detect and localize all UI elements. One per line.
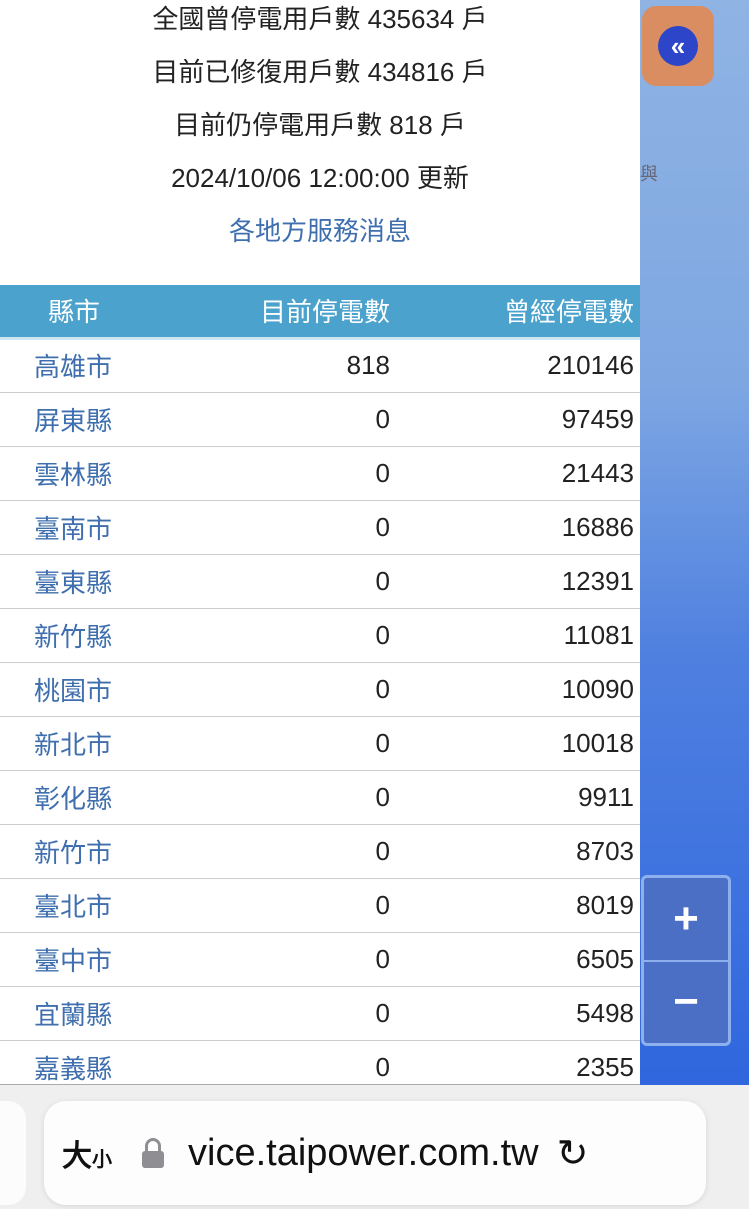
double-chevron-left-icon: «: [658, 26, 698, 66]
city-link[interactable]: 新竹縣: [0, 608, 180, 663]
address-bar[interactable]: 大小 vice.taipower.com.tw ↻: [44, 1101, 706, 1205]
previous-tab[interactable]: [0, 1101, 26, 1205]
ever-outage-cell: 6505: [390, 932, 640, 987]
restored-text: 目前已修復用戶數 434816 戶: [152, 57, 488, 87]
ever-outage-cell: 12391: [390, 554, 640, 609]
city-link[interactable]: 臺北市: [0, 878, 180, 933]
text-size-large: 大: [62, 1140, 92, 1173]
table-row: 新竹縣 0 11081: [0, 608, 640, 663]
outage-panel: 全國曾停電用戶數 435634 戶 目前已修復用戶數 434816 戶 目前仍停…: [0, 4, 640, 1085]
city-link[interactable]: 臺中市: [0, 932, 180, 987]
current-outage-text: 目前仍停電用戶數 818 戶: [174, 110, 466, 140]
map-label: 與: [640, 164, 658, 184]
table-row: 嘉義縣 0 2355: [0, 1040, 640, 1084]
city-link[interactable]: 嘉義縣: [0, 1040, 180, 1084]
city-link[interactable]: 臺東縣: [0, 554, 180, 609]
ever-outage-cell: 210146: [390, 338, 640, 393]
total-outage-text: 全國曾停電用戶數 435634 戶: [152, 4, 488, 34]
current-outage-cell: 0: [180, 500, 390, 555]
ever-outage-cell: 10090: [390, 662, 640, 717]
current-outage-cell: 0: [180, 554, 390, 609]
current-outage-cell: 0: [180, 986, 390, 1041]
header-city: 縣市: [0, 285, 180, 340]
service-news-link[interactable]: 各地方服務消息: [228, 216, 411, 246]
city-link[interactable]: 臺南市: [0, 500, 180, 555]
outage-table: 縣市 目前停電數 曾經停電數 高雄市 818 210146 屏東縣 0 97459 雲林縣 0…: [0, 285, 640, 1084]
current-outage-cell: 0: [180, 716, 390, 771]
text-size-button[interactable]: 大小: [62, 1131, 112, 1175]
current-outage-cell: 0: [180, 608, 390, 663]
table-row: 新北市 0 10018: [0, 716, 640, 771]
city-link[interactable]: 雲林縣: [0, 446, 180, 501]
current-outage-cell: 0: [180, 662, 390, 717]
table-row: 屏東縣 0 97459: [0, 392, 640, 447]
collapse-panel-button[interactable]: «: [642, 6, 714, 86]
browser-toolbar: 大小 vice.taipower.com.tw ↻: [0, 1085, 749, 1209]
ever-outage-cell: 97459: [390, 392, 640, 447]
table-row: 臺北市 0 8019: [0, 878, 640, 933]
city-link[interactable]: 彰化縣: [0, 770, 180, 825]
current-outage-cell: 0: [180, 824, 390, 879]
zoom-in-button[interactable]: +: [673, 894, 699, 943]
table-row: 臺東縣 0 12391: [0, 554, 640, 609]
reload-icon[interactable]: ↻: [556, 1132, 589, 1175]
table-row: 宜蘭縣 0 5498: [0, 986, 640, 1041]
url-text[interactable]: vice.taipower.com.tw: [188, 1131, 539, 1174]
ever-outage-cell: 8019: [390, 878, 640, 933]
ever-outage-cell: 21443: [390, 446, 640, 501]
table-row: 臺南市 0 16886: [0, 500, 640, 555]
city-link[interactable]: 新竹市: [0, 824, 180, 879]
table-row: 新竹市 0 8703: [0, 824, 640, 879]
table-header: 縣市 目前停電數 曾經停電數: [0, 285, 640, 340]
lock-icon: [142, 1138, 164, 1168]
ever-outage-cell: 9911: [390, 770, 640, 825]
current-outage-cell: 0: [180, 932, 390, 987]
ever-outage-cell: 5498: [390, 986, 640, 1041]
table-row: 臺中市 0 6505: [0, 932, 640, 987]
city-link[interactable]: 屏東縣: [0, 392, 180, 447]
ever-outage-cell: 2355: [390, 1040, 640, 1084]
current-outage-cell: 0: [180, 446, 390, 501]
ever-outage-cell: 11081: [390, 608, 640, 663]
current-outage-cell: 0: [180, 770, 390, 825]
table-row: 雲林縣 0 21443: [0, 446, 640, 501]
city-link[interactable]: 桃園市: [0, 662, 180, 717]
table-row: 彰化縣 0 9911: [0, 770, 640, 825]
current-outage-cell: 0: [180, 392, 390, 447]
city-link[interactable]: 宜蘭縣: [0, 986, 180, 1041]
updated-timestamp: 2024/10/06 12:00:00 更新: [171, 163, 469, 193]
table-row: 高雄市 818 210146: [0, 338, 640, 393]
zoom-control: + −: [641, 875, 731, 1046]
current-outage-cell: 818: [180, 338, 390, 393]
zoom-out-button[interactable]: −: [644, 960, 728, 1042]
header-current: 目前停電數: [180, 285, 390, 340]
header-ever: 曾經停電數: [390, 285, 640, 340]
ever-outage-cell: 16886: [390, 500, 640, 555]
ever-outage-cell: 10018: [390, 716, 640, 771]
ever-outage-cell: 8703: [390, 824, 640, 879]
text-size-small: 小: [92, 1149, 112, 1171]
city-link[interactable]: 新北市: [0, 716, 180, 771]
current-outage-cell: 0: [180, 1040, 390, 1084]
city-link[interactable]: 高雄市: [0, 338, 180, 393]
current-outage-cell: 0: [180, 878, 390, 933]
table-row: 桃園市 0 10090: [0, 662, 640, 717]
